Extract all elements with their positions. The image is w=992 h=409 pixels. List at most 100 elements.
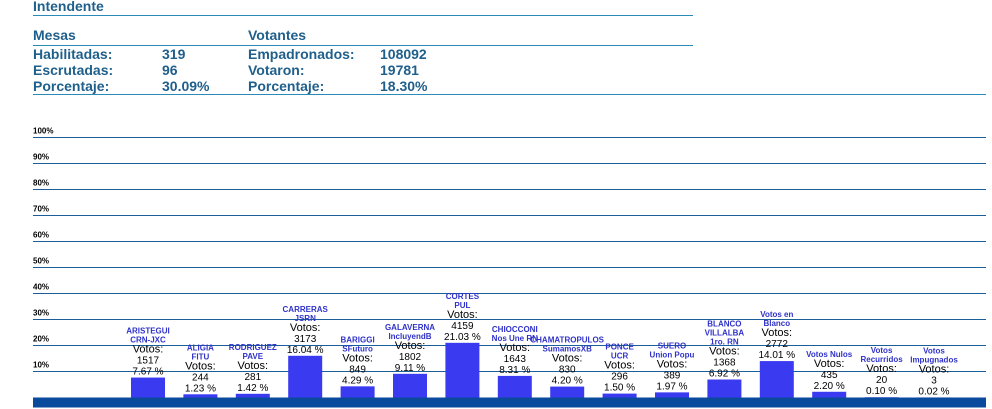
bar <box>288 355 323 398</box>
candidate-name-label: JSRN <box>295 314 317 323</box>
y-tick-label: 100% <box>33 127 53 136</box>
votantes-porcentaje-label: Porcentaje: <box>248 78 325 94</box>
candidate-name-label: SUERO <box>658 341 686 350</box>
candidate-name-label: Votos en <box>760 310 793 319</box>
bar <box>445 342 480 398</box>
bar-votes-label: Votos: <box>604 360 635 372</box>
bar-percent-label: 2.20 % <box>814 381 845 392</box>
candidate-name-label: ARISTEGUI <box>126 327 170 336</box>
bar <box>812 391 847 398</box>
votantes-heading: Votantes <box>248 27 307 43</box>
candidate-name-label: CARRERAS <box>283 305 329 314</box>
bar-votes-label: Votos: <box>342 352 373 364</box>
bar-votes-value: 4159 <box>451 321 474 332</box>
bar-votes-label: Votos: <box>814 358 845 370</box>
candidate-name-label: SumamosXB <box>543 345 593 354</box>
bar <box>655 392 689 398</box>
y-tick-label: 50% <box>33 257 49 266</box>
bar-votes-label: Votos: <box>447 309 478 321</box>
candidate-name-label: 1ro. RN <box>710 338 739 347</box>
candidate-name-label: Recurridos <box>860 355 903 364</box>
bar-votes-label: Votos: <box>552 353 583 365</box>
bar-votes-label: Votos: <box>290 322 321 334</box>
candidate-name-label: UCR <box>611 352 629 361</box>
bar <box>393 373 427 398</box>
bar-votes-value: 1802 <box>399 352 422 363</box>
bar-votes-value: 830 <box>559 365 576 376</box>
candidate-name-label: Votos Nulos <box>806 350 853 359</box>
bar-percent-label: 1.50 % <box>604 383 635 394</box>
bar-percent-label: 21.03 % <box>444 332 481 343</box>
candidate-name-label: VILLALBA <box>705 329 745 338</box>
bar <box>707 379 742 398</box>
bar-percent-label: 1.42 % <box>237 383 268 394</box>
bar <box>235 393 270 398</box>
bar-percent-label: 1.23 % <box>185 383 216 394</box>
x-axis-band <box>33 397 986 408</box>
y-tick-label: 20% <box>33 335 49 344</box>
mesas-habilitadas-label: Habilitadas: <box>33 46 113 62</box>
candidate-name-label: PAVE <box>242 352 263 361</box>
candidate-name-label: Blanco <box>763 319 790 328</box>
votantes-empadronados-label: Empadronados: <box>248 46 355 62</box>
bar-percent-label: 8.31 % <box>499 365 530 376</box>
bar-percent-label: 0.02 % <box>918 386 949 397</box>
y-tick-label: 10% <box>33 361 49 370</box>
bar-percent-label: 14.01 % <box>758 350 795 361</box>
bar-votes-label: Votos: <box>133 344 164 356</box>
bar-percent-label: 1.97 % <box>656 381 687 392</box>
votantes-porcentaje-value: 18.30% <box>380 78 428 94</box>
bar-votes-value: 849 <box>349 364 366 375</box>
y-tick-label: 90% <box>33 153 49 162</box>
bar-votes-value: 389 <box>664 370 681 381</box>
y-tick-label: 30% <box>33 309 49 318</box>
bar <box>183 394 218 398</box>
bar-percent-label: 4.20 % <box>552 376 583 387</box>
mesas-escrutadas-label: Escrutadas: <box>33 62 114 78</box>
bar-percent-label: 16.04 % <box>287 345 324 356</box>
bar-votes-value: 296 <box>611 372 628 383</box>
title-divider <box>33 15 693 16</box>
bar <box>131 377 165 398</box>
bar-votes-label: Votos: <box>709 346 740 358</box>
y-tick-label: 80% <box>33 179 49 188</box>
y-tick-label: 70% <box>33 205 49 214</box>
bar-votes-value: 244 <box>192 372 209 383</box>
candidate-name-label: CHAMATROPULOS <box>530 336 604 345</box>
mesas-habilitadas-value: 319 <box>162 46 186 62</box>
bar-votes-label: Votos: <box>866 363 897 375</box>
bar <box>550 386 585 398</box>
candidate-name-label: FITU <box>192 352 210 361</box>
bar <box>759 361 794 398</box>
candidate-name-label: Union Popu <box>650 350 695 359</box>
candidate-name-label: CRN-JXC <box>130 336 166 345</box>
candidate-name-label: IncluyendB <box>388 332 431 341</box>
bar-percent-label: 0.10 % <box>866 386 897 397</box>
candidate-name-label: SFuturo <box>342 344 373 353</box>
bar-votes-label: Votos: <box>919 363 950 375</box>
y-tick-label: 60% <box>33 231 49 240</box>
bar-votes-value: 3173 <box>294 334 317 345</box>
y-tick-label: 40% <box>33 283 49 292</box>
candidate-name-label: GALAVERNA <box>385 323 435 332</box>
bar-votes-value: 2772 <box>766 339 789 350</box>
candidate-name-label: Votos <box>923 346 945 355</box>
candidate-name-label: BLANCO <box>707 320 741 329</box>
stats-divider <box>33 45 693 46</box>
bar-percent-label: 7.67 % <box>132 367 163 378</box>
mesas-heading: Mesas <box>33 27 76 43</box>
bar-votes-label: Votos: <box>657 358 688 370</box>
bar <box>602 393 637 398</box>
bar-votes-value: 281 <box>244 372 261 383</box>
candidate-name-label: PONCE <box>605 343 634 352</box>
bar-votes-value: 1368 <box>713 358 736 369</box>
page-title: Intendente <box>33 0 104 14</box>
bar-votes-value: 20 <box>876 375 888 386</box>
candidate-name-label: Nos Une RN <box>492 334 538 343</box>
candidate-name-label: RODRIGUEZ <box>229 343 277 352</box>
bar-votes-label: Votos: <box>185 360 216 372</box>
candidate-name-label: CHIOCCONI <box>492 325 538 334</box>
bar-votes-value: 3 <box>931 375 937 386</box>
mesas-escrutadas-value: 96 <box>162 62 178 78</box>
votantes-votaron-value: 19781 <box>380 62 419 78</box>
